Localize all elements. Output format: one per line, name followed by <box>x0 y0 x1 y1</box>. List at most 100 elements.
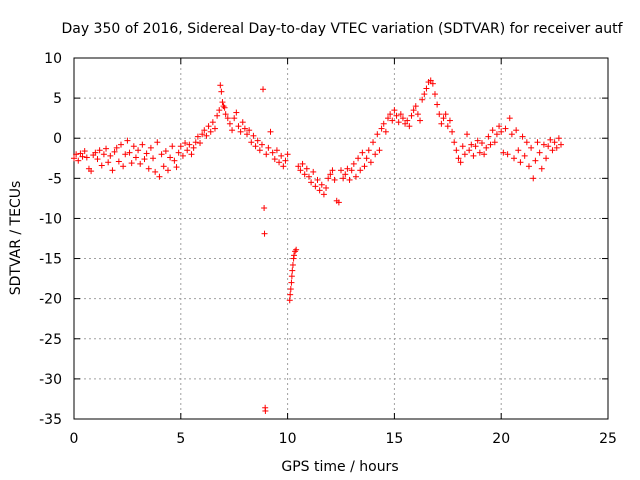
data-point <box>525 163 532 170</box>
data-point <box>421 91 428 98</box>
data-point <box>493 131 500 138</box>
data-point <box>429 80 436 87</box>
data-point <box>553 144 560 151</box>
y-tick-label: -10 <box>39 211 62 227</box>
data-point <box>513 127 520 134</box>
data-point <box>179 152 186 159</box>
data-point <box>288 273 295 280</box>
data-point <box>468 141 475 148</box>
data-point <box>384 115 391 122</box>
data-point <box>235 123 242 130</box>
data-point <box>224 115 231 122</box>
data-point <box>521 152 528 159</box>
data-point <box>182 140 189 147</box>
data-point <box>261 205 268 212</box>
data-point <box>519 133 526 140</box>
data-point <box>299 160 306 167</box>
data-point <box>132 154 139 161</box>
data-point <box>453 147 460 154</box>
data-point <box>485 133 492 140</box>
data-point <box>455 155 462 162</box>
data-point <box>551 139 558 146</box>
data-point <box>427 77 434 84</box>
data-point <box>314 176 321 183</box>
data-point <box>262 407 269 414</box>
x-tick-label: 10 <box>279 431 297 447</box>
data-points <box>71 77 565 414</box>
data-point <box>408 112 415 119</box>
x-tick-label: 15 <box>385 431 403 447</box>
data-point <box>250 132 257 139</box>
data-point <box>464 131 471 138</box>
data-point <box>487 141 494 148</box>
data-point <box>491 139 498 146</box>
data-point <box>81 148 88 155</box>
data-point <box>412 103 419 110</box>
data-point <box>380 120 387 127</box>
data-point <box>190 144 197 151</box>
data-point <box>363 155 370 162</box>
data-point <box>154 139 161 146</box>
data-point <box>355 155 362 162</box>
data-point <box>111 148 118 155</box>
data-point <box>167 154 174 161</box>
data-point <box>147 144 154 151</box>
data-point <box>83 154 90 161</box>
data-point <box>199 131 206 138</box>
data-point <box>158 151 165 158</box>
data-point <box>399 115 406 122</box>
data-point <box>365 147 372 154</box>
data-point <box>523 139 530 146</box>
data-point <box>287 286 294 293</box>
data-point <box>367 159 374 166</box>
data-point <box>549 147 556 154</box>
data-point <box>192 139 199 146</box>
x-tick-label: 25 <box>599 431 617 447</box>
data-point <box>188 151 195 158</box>
data-point <box>374 131 381 138</box>
data-point <box>203 132 210 139</box>
data-point <box>496 123 503 130</box>
data-point <box>291 252 298 259</box>
data-point <box>391 107 398 114</box>
data-point <box>451 139 458 146</box>
data-point <box>308 179 315 186</box>
data-point <box>261 230 268 237</box>
data-point <box>241 125 248 132</box>
data-point <box>171 157 178 164</box>
data-point <box>498 128 505 135</box>
data-point <box>423 85 430 92</box>
grid-lines <box>74 58 608 419</box>
data-point <box>508 131 515 138</box>
data-point <box>325 175 332 182</box>
data-point <box>150 155 157 162</box>
y-tick-label: -15 <box>39 252 62 268</box>
data-point <box>444 123 451 130</box>
data-point <box>528 144 535 151</box>
y-tick-label: -25 <box>39 332 62 348</box>
x-tick-label: 20 <box>492 431 510 447</box>
data-point <box>530 175 537 182</box>
data-point <box>393 112 400 119</box>
data-point <box>342 171 349 178</box>
data-point <box>331 176 338 183</box>
data-point <box>122 151 129 158</box>
data-point <box>301 171 308 178</box>
y-axis-title: SDTVAR / TECUs <box>8 181 24 296</box>
chart-title: Day 350 of 2016, Sidereal Day-to-day VTE… <box>61 21 623 37</box>
data-point <box>280 163 287 170</box>
data-point <box>323 184 330 191</box>
data-point <box>267 128 274 135</box>
data-point <box>382 128 389 135</box>
data-point <box>194 133 201 140</box>
data-point <box>239 119 246 126</box>
data-point <box>117 141 124 148</box>
data-point <box>252 143 259 150</box>
data-point <box>124 137 131 144</box>
data-point <box>211 125 218 132</box>
data-point <box>88 168 95 175</box>
data-point <box>254 137 261 144</box>
data-point <box>534 139 541 146</box>
data-point <box>137 160 144 167</box>
data-point <box>318 181 325 188</box>
